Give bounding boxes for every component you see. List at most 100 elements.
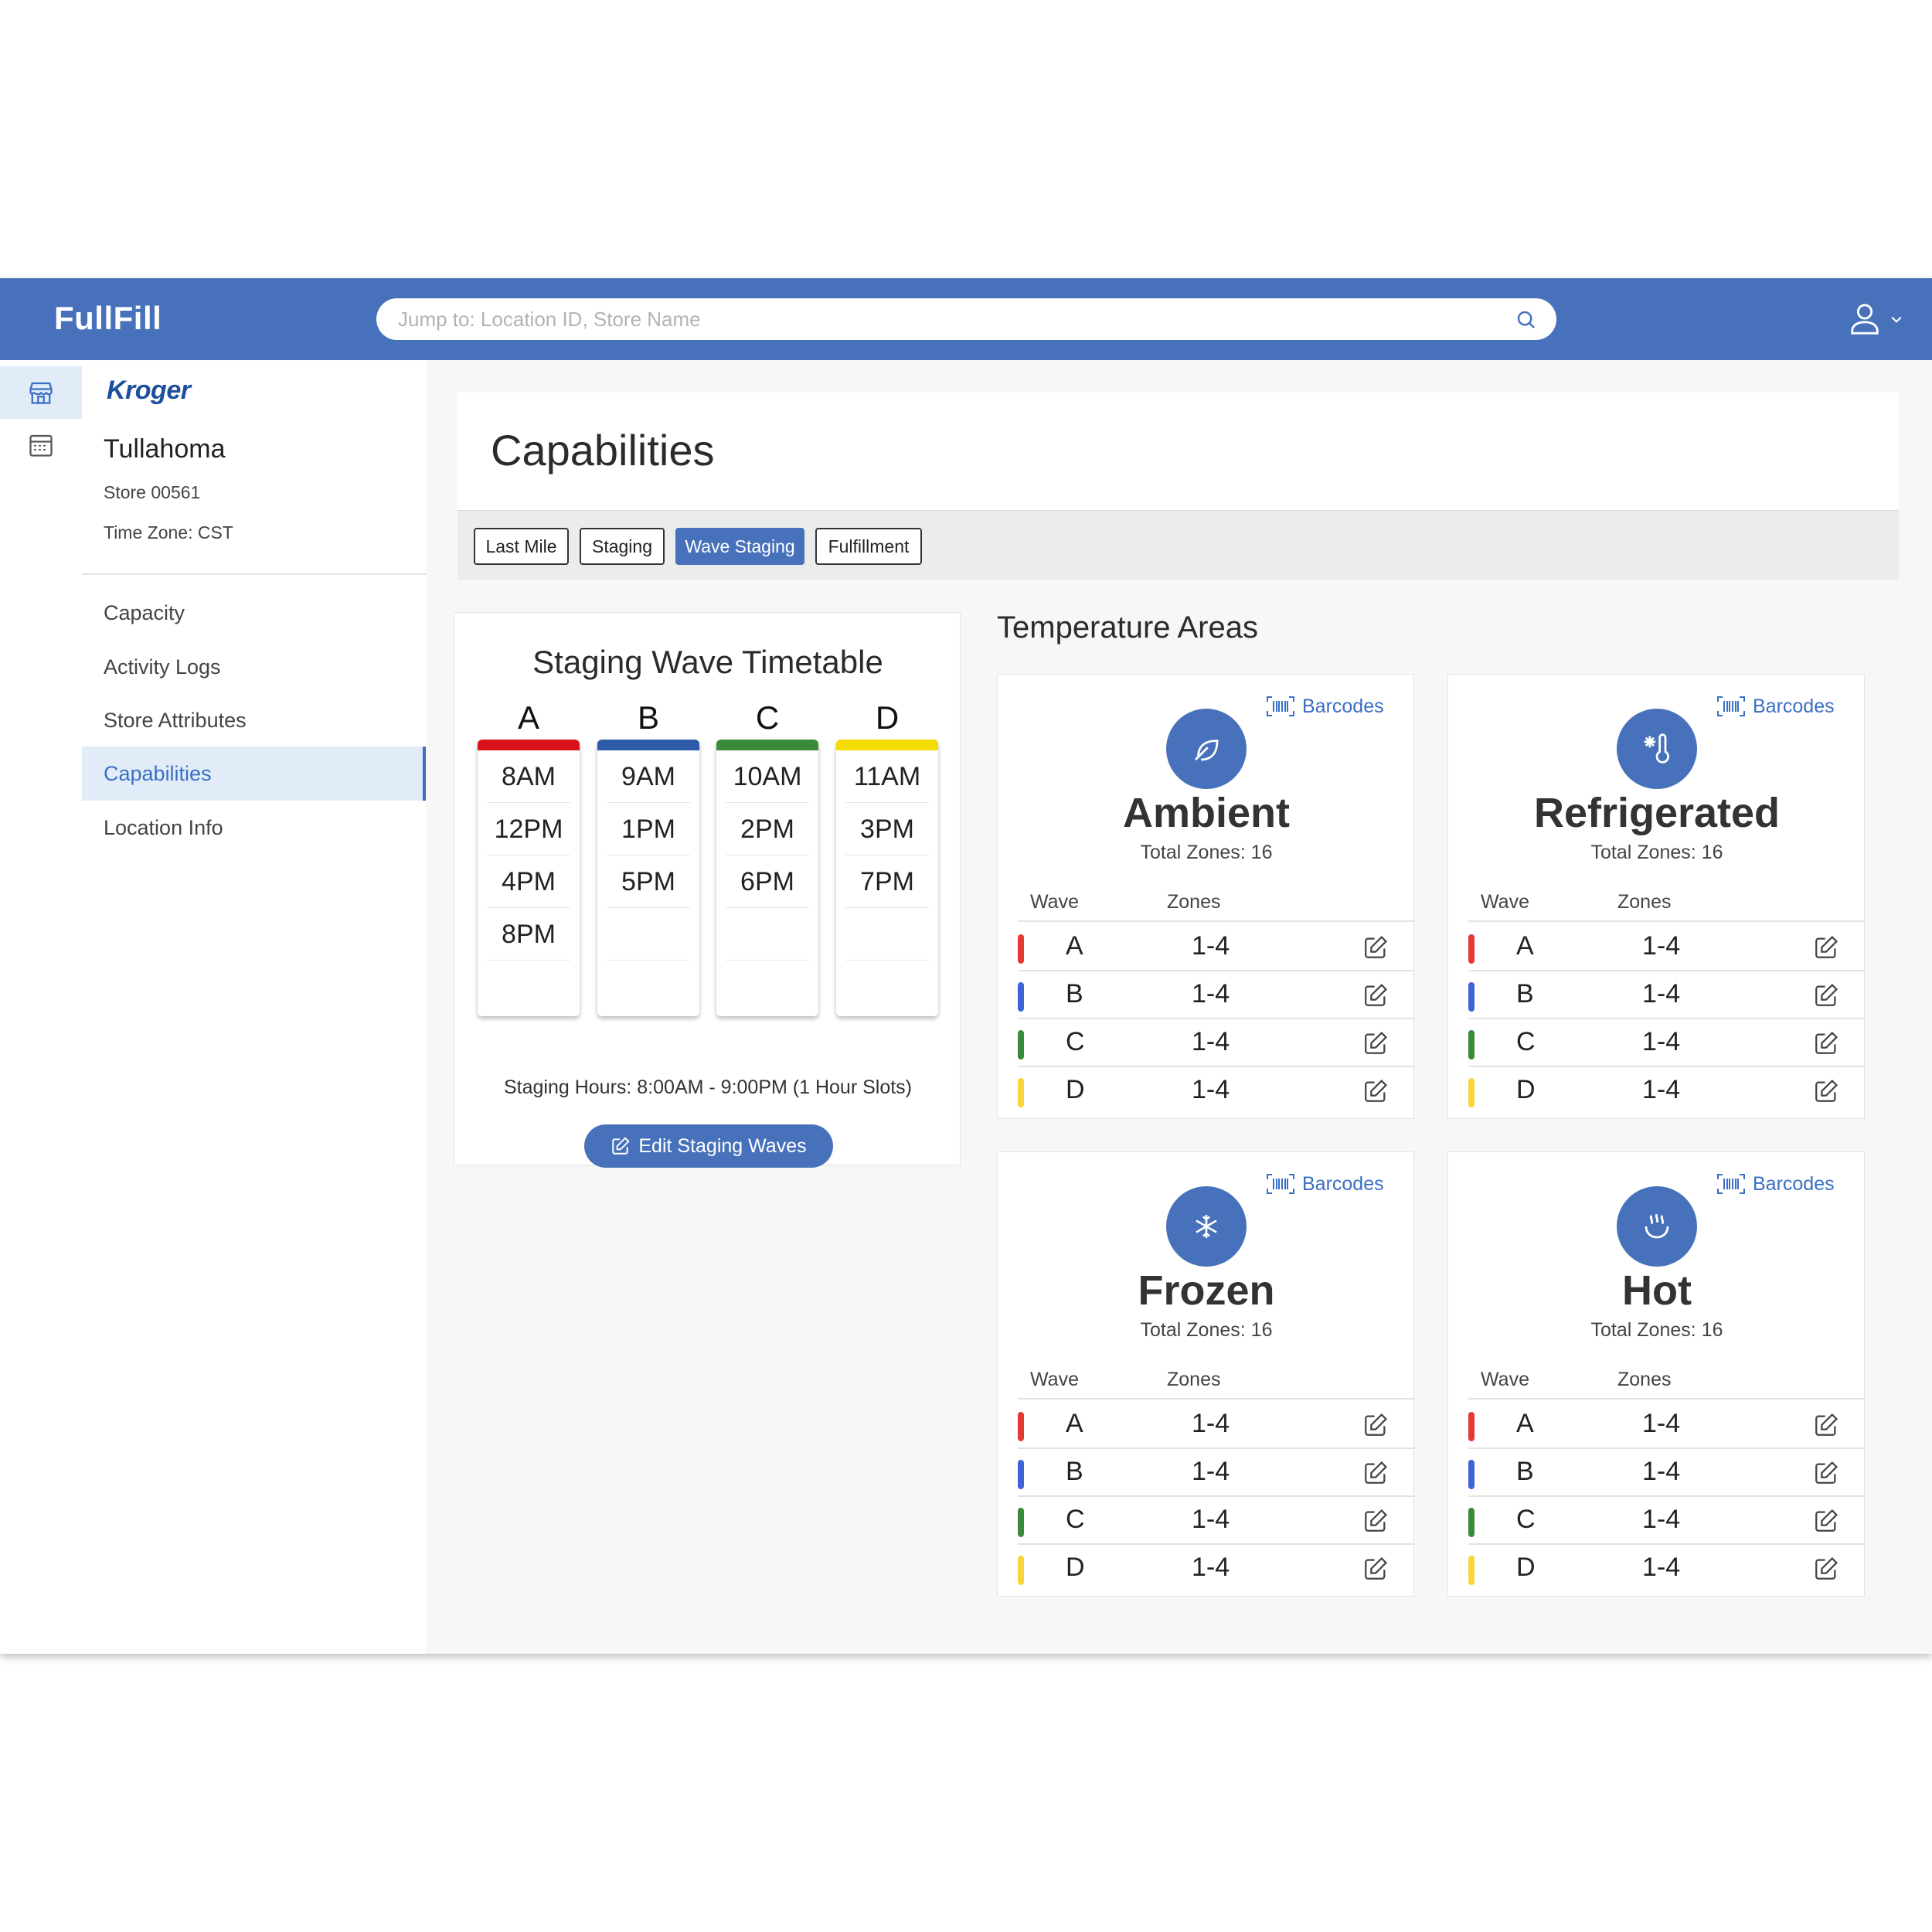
row-divider — [1468, 1018, 1866, 1019]
tab-last-mile[interactable]: Last Mile — [474, 528, 569, 565]
edit-icon[interactable] — [1813, 1078, 1839, 1104]
barcodes-link[interactable]: Barcodes — [1717, 1172, 1835, 1196]
wave-label: A — [1516, 931, 1534, 961]
icon-rail — [0, 360, 82, 1654]
barcodes-link[interactable]: Barcodes — [1267, 1172, 1384, 1196]
edit-icon[interactable] — [1813, 1556, 1839, 1582]
row-divider — [1468, 920, 1866, 922]
zones-value: 1-4 — [1642, 1027, 1681, 1056]
temperature-icon-circle — [1617, 709, 1697, 789]
timetable-slot: 7PM — [845, 855, 929, 908]
sidebar-item-location-info[interactable]: Location Info — [104, 816, 223, 839]
barcodes-link[interactable]: Barcodes — [1717, 695, 1835, 718]
zones-value: 1-4 — [1192, 1027, 1230, 1056]
edit-staging-waves-label: Edit Staging Waves — [638, 1134, 807, 1157]
rail-item-store[interactable] — [0, 366, 82, 419]
zones-value: 1-4 — [1192, 931, 1230, 961]
sidebar-item-capacity[interactable]: Capacity — [104, 601, 185, 624]
wave-row: C 1-4 — [1468, 1495, 1866, 1543]
app-logo[interactable]: FullFill — [54, 300, 162, 336]
tab-staging[interactable]: Staging — [580, 528, 665, 565]
wave-color-bar — [1468, 1460, 1475, 1489]
timetable-slot: 4PM — [487, 855, 570, 908]
edit-icon[interactable] — [1813, 934, 1839, 961]
snowflake-icon — [1196, 1215, 1217, 1238]
zones-value: 1-4 — [1192, 979, 1230, 1009]
wave-row: B 1-4 — [1018, 1447, 1415, 1495]
total-zones: Total Zones: 16 — [1590, 1319, 1723, 1341]
column-header-wave: Wave — [1030, 891, 1079, 913]
sidebar-item-activity-logs[interactable]: Activity Logs — [104, 655, 221, 679]
chevron-down-icon — [1891, 316, 1902, 323]
sidebar-item-store-attributes[interactable]: Store Attributes — [104, 709, 247, 732]
store-timezone: Time Zone: CST — [104, 522, 233, 543]
row-divider — [1018, 1018, 1415, 1019]
wave-label: B — [1516, 1457, 1534, 1486]
temperature-card-frozen: Barcodes Frozen Total Zones: 16 Wave Zon… — [997, 1151, 1415, 1597]
edit-icon[interactable] — [1813, 982, 1839, 1009]
barcodes-label: Barcodes — [1753, 1172, 1835, 1195]
wave-color-bar — [1468, 1078, 1475, 1107]
zones-value: 1-4 — [1192, 1505, 1230, 1534]
search-icon[interactable] — [1515, 308, 1538, 332]
edit-icon[interactable] — [1362, 1556, 1389, 1582]
top-bar: FullFill — [0, 278, 1932, 360]
barcode-icon — [1267, 1174, 1294, 1194]
wave-row: B 1-4 — [1468, 1447, 1866, 1495]
wave-color-bar — [1468, 1412, 1475, 1441]
edit-staging-waves-button[interactable]: Edit Staging Waves — [584, 1124, 833, 1168]
rail-item-calendar[interactable] — [0, 419, 82, 471]
edit-icon[interactable] — [1362, 1030, 1389, 1056]
temperature-card-refrigerated: Barcodes Refrigerated Total Zones: 16 Wa… — [1447, 674, 1866, 1119]
timetable-slot: 8PM — [487, 908, 570, 961]
column-header-zones: Zones — [1167, 891, 1221, 913]
temperature-area-name: Refrigerated — [1533, 790, 1781, 836]
wave-color-bar — [1018, 1556, 1024, 1585]
wave-row: D 1-4 — [1468, 1066, 1866, 1114]
wave-color-bar — [1018, 1460, 1024, 1489]
edit-icon[interactable] — [1813, 1030, 1839, 1056]
store-number: Store 00561 — [104, 482, 201, 502]
edit-icon[interactable] — [1362, 1508, 1389, 1534]
wave-row: B 1-4 — [1018, 970, 1415, 1018]
barcode-icon — [1717, 696, 1745, 716]
user-menu[interactable] — [1847, 300, 1909, 338]
wave-color-bar — [1468, 1508, 1475, 1537]
temperature-area-name: Hot — [1622, 1267, 1692, 1314]
edit-icon[interactable] — [1813, 1412, 1839, 1438]
wave-row: D 1-4 — [1468, 1543, 1866, 1591]
edit-icon[interactable] — [1813, 1460, 1839, 1486]
edit-icon[interactable] — [1362, 1412, 1389, 1438]
zones-value: 1-4 — [1642, 1075, 1681, 1104]
edit-icon[interactable] — [1362, 1460, 1389, 1486]
store-brand-logo: Kroger — [107, 376, 191, 405]
sidebar-divider — [82, 573, 426, 575]
store-icon — [29, 382, 53, 404]
total-zones: Total Zones: 16 — [1590, 842, 1723, 863]
column-header-zones: Zones — [1617, 1369, 1672, 1390]
temperature-card-ambient: Barcodes Ambient Total Zones: 16 Wave Zo… — [997, 674, 1415, 1119]
edit-icon[interactable] — [1813, 1508, 1839, 1534]
edit-icon[interactable] — [1362, 934, 1389, 961]
tab-fulfillment[interactable]: Fulfillment — [815, 528, 922, 565]
barcodes-label: Barcodes — [1302, 1172, 1384, 1195]
wave-label: C — [1066, 1505, 1085, 1534]
wave-row: C 1-4 — [1018, 1495, 1415, 1543]
edit-icon[interactable] — [1362, 982, 1389, 1009]
wave-label: D — [1066, 1553, 1085, 1582]
user-icon — [1851, 304, 1879, 335]
timetable-slot-box: 11AM 3PM 7PM — [836, 740, 938, 1016]
wave-label: D — [1066, 1075, 1085, 1104]
zones-value: 1-4 — [1642, 1553, 1681, 1582]
sidebar-item-capabilities[interactable]: Capabilities — [82, 747, 426, 801]
search-bar[interactable] — [376, 298, 1556, 340]
edit-icon[interactable] — [1362, 1078, 1389, 1104]
column-header-wave: Wave — [1481, 1369, 1529, 1390]
barcode-icon — [1717, 1174, 1745, 1194]
wave-label: C — [1066, 1027, 1085, 1056]
tab-wave-staging[interactable]: Wave Staging — [675, 528, 804, 565]
sidebar: Kroger Tullahoma Store 00561 Time Zone: … — [82, 360, 426, 1654]
search-input[interactable] — [398, 304, 1480, 334]
barcodes-link[interactable]: Barcodes — [1267, 695, 1384, 718]
wave-row: B 1-4 — [1468, 970, 1866, 1018]
